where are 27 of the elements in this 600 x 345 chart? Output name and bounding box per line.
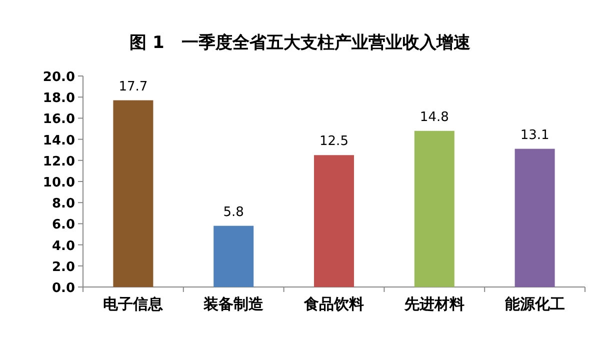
data-label: 13.1	[520, 128, 550, 143]
y-tick-label: 18.0	[42, 91, 75, 106]
x-tick-label: 装备制造	[202, 295, 265, 313]
x-tick-label: 先进材料	[403, 295, 464, 313]
y-tick-label: 16.0	[42, 112, 75, 128]
data-label: 12.5	[320, 134, 348, 150]
chart-title: 图 1 一季度全省五大支柱产业营业收入增速	[130, 33, 470, 53]
bar	[214, 226, 254, 287]
y-tick-label: 4.0	[52, 238, 75, 254]
y-tick-label: 0.0	[52, 281, 75, 296]
bar	[414, 130, 454, 287]
y-tick-label: 14.0	[42, 133, 75, 148]
y-tick-label: 10.0	[42, 176, 75, 190]
bar	[514, 148, 555, 287]
x-tick-label: 能源化工	[504, 295, 565, 313]
y-tick-label: 12.0	[42, 154, 75, 170]
y-tick-label: 20.0	[42, 70, 75, 85]
data-label: 5.8	[223, 204, 244, 220]
y-tick-label: 8.0	[52, 196, 75, 212]
bar	[113, 100, 154, 287]
x-tick-label: 电子信息	[103, 295, 164, 313]
y-tick-label: 6.0	[52, 218, 75, 233]
y-tick-label: 2.0	[52, 260, 75, 275]
bar	[314, 155, 354, 287]
data-label: 17.7	[118, 79, 148, 94]
x-tick-label: 食品饮料	[303, 295, 364, 313]
data-label: 14.8	[420, 110, 449, 125]
